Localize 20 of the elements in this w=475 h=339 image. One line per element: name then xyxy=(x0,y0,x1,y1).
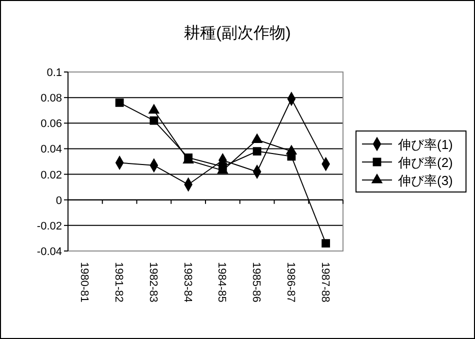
x-tick-label: 1984-85 xyxy=(216,262,228,302)
y-tick-label: -0.02 xyxy=(36,220,62,232)
legend-label: 伸び率(3) xyxy=(397,173,453,188)
y-tick-label: 0 xyxy=(56,194,62,207)
x-tick-label: 1983-84 xyxy=(181,262,194,302)
x-tick-label: 1985-86 xyxy=(250,262,262,302)
x-tick-label: 1980-81 xyxy=(78,262,90,302)
x-tick-label: 1982-83 xyxy=(146,262,159,302)
legend-label: 伸び率(2) xyxy=(397,155,453,170)
y-tick-label: 0.04 xyxy=(40,144,62,156)
x-tick-label: 1987-88 xyxy=(318,262,331,302)
y-tick-label: 0.1 xyxy=(46,67,62,79)
y-tick-label: -0.04 xyxy=(36,246,62,258)
y-tick-label: 0.02 xyxy=(40,169,62,182)
x-tick-label: 1981-82 xyxy=(112,262,125,302)
y-tick-label: 0.06 xyxy=(40,118,62,130)
y-tick-label: 0.08 xyxy=(40,92,62,105)
chart-title: 耕種(副次作物) xyxy=(184,24,291,42)
legend-label: 伸び率(1) xyxy=(397,137,453,152)
x-tick-label: 1986-87 xyxy=(284,262,296,302)
